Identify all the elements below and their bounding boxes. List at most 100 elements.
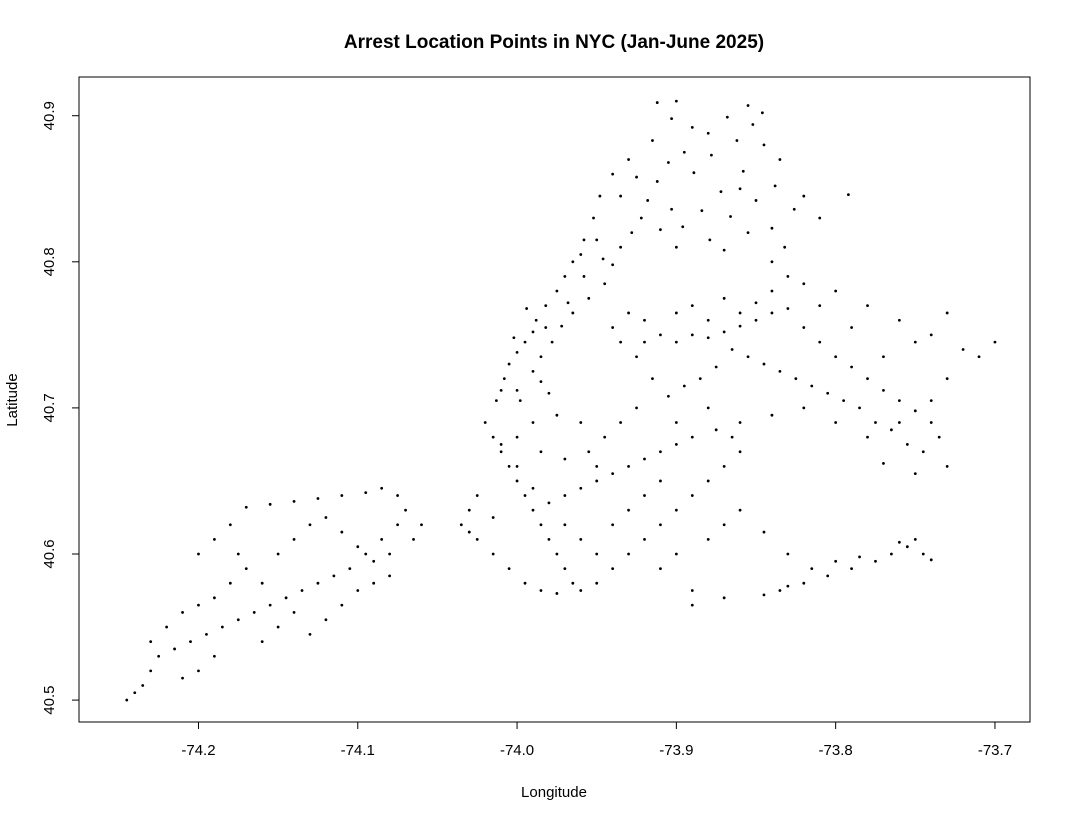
data-point: [396, 523, 399, 527]
data-point: [710, 153, 713, 157]
data-point: [611, 523, 615, 527]
data-point: [738, 450, 742, 454]
data-point: [518, 399, 522, 402]
data-point: [826, 391, 830, 395]
data-point: [364, 491, 368, 495]
data-point: [735, 139, 739, 142]
data-point: [627, 158, 630, 161]
data-point: [913, 340, 917, 344]
data-point: [268, 502, 272, 506]
data-point: [197, 669, 200, 673]
data-point: [866, 435, 869, 439]
data-point: [659, 567, 662, 571]
data-point: [639, 216, 643, 220]
data-point: [388, 574, 392, 578]
data-point: [611, 172, 615, 176]
data-point: [874, 559, 877, 563]
data-point: [483, 421, 487, 424]
data-point: [292, 499, 296, 503]
data-point: [929, 333, 933, 337]
data-point: [571, 260, 575, 264]
data-point: [651, 377, 654, 381]
data-point: [682, 384, 686, 388]
data-point: [316, 497, 320, 500]
data-point: [913, 537, 917, 541]
data-point: [905, 443, 909, 446]
data-point: [977, 355, 981, 359]
data-point: [592, 216, 595, 220]
data-point: [555, 289, 559, 293]
data-point: [515, 435, 519, 439]
data-point: [778, 369, 782, 373]
data-point: [507, 362, 511, 366]
data-point: [276, 552, 280, 556]
data-point: [643, 537, 646, 541]
data-point: [544, 304, 548, 308]
data-point: [268, 603, 272, 607]
data-point: [502, 377, 506, 381]
data-point: [579, 537, 583, 541]
data-point: [555, 413, 559, 417]
data-point: [802, 194, 806, 198]
data-point: [738, 508, 742, 512]
data-point: [659, 333, 662, 337]
data-point: [491, 435, 495, 439]
data-point: [619, 340, 623, 344]
x-axis-label: Longitude: [521, 784, 587, 801]
data-point: [531, 486, 535, 490]
data-point: [324, 618, 328, 622]
data-point: [571, 311, 575, 315]
x-tick-label: -73.9: [659, 742, 693, 759]
data-point: [547, 501, 551, 505]
data-point: [308, 632, 312, 636]
data-point: [515, 388, 519, 392]
data-point: [643, 318, 646, 322]
data-point: [834, 421, 838, 424]
data-point: [380, 537, 384, 541]
data-point: [611, 567, 615, 571]
data-point: [388, 552, 392, 556]
data-point: [499, 388, 503, 392]
data-point: [292, 611, 296, 614]
data-point: [539, 450, 543, 454]
data-point: [141, 684, 145, 687]
data-point: [475, 537, 479, 541]
data-point: [722, 296, 726, 300]
data-point: [674, 245, 678, 249]
data-point: [897, 318, 901, 322]
data-point: [555, 592, 559, 595]
data-point: [125, 698, 129, 702]
data-point: [630, 231, 634, 234]
data-point: [563, 494, 567, 497]
data-point: [945, 464, 949, 468]
data-point: [550, 340, 554, 344]
data-point: [850, 326, 853, 329]
data-point: [651, 139, 654, 142]
data-point: [850, 365, 853, 369]
data-point: [220, 625, 224, 629]
data-point: [722, 596, 726, 600]
data-point: [674, 421, 678, 424]
data-point: [778, 158, 782, 161]
data-point: [534, 318, 538, 322]
data-point: [897, 540, 901, 544]
data-point: [770, 413, 774, 417]
data-point: [494, 399, 498, 402]
data-point: [882, 355, 885, 359]
data-point: [515, 350, 519, 354]
data-point: [603, 435, 607, 439]
data-point: [643, 340, 646, 344]
data-point: [778, 589, 782, 592]
data-point: [507, 464, 511, 468]
data-point: [802, 282, 806, 286]
data-point: [754, 199, 758, 202]
data-point: [627, 311, 630, 315]
data-point: [512, 336, 516, 340]
data-point: [937, 435, 941, 439]
data-point: [659, 523, 662, 527]
data-point: [674, 99, 678, 103]
x-tick-label: -74.0: [500, 742, 534, 759]
y-tick-label: 40.8: [41, 247, 58, 276]
data-point: [690, 304, 694, 308]
